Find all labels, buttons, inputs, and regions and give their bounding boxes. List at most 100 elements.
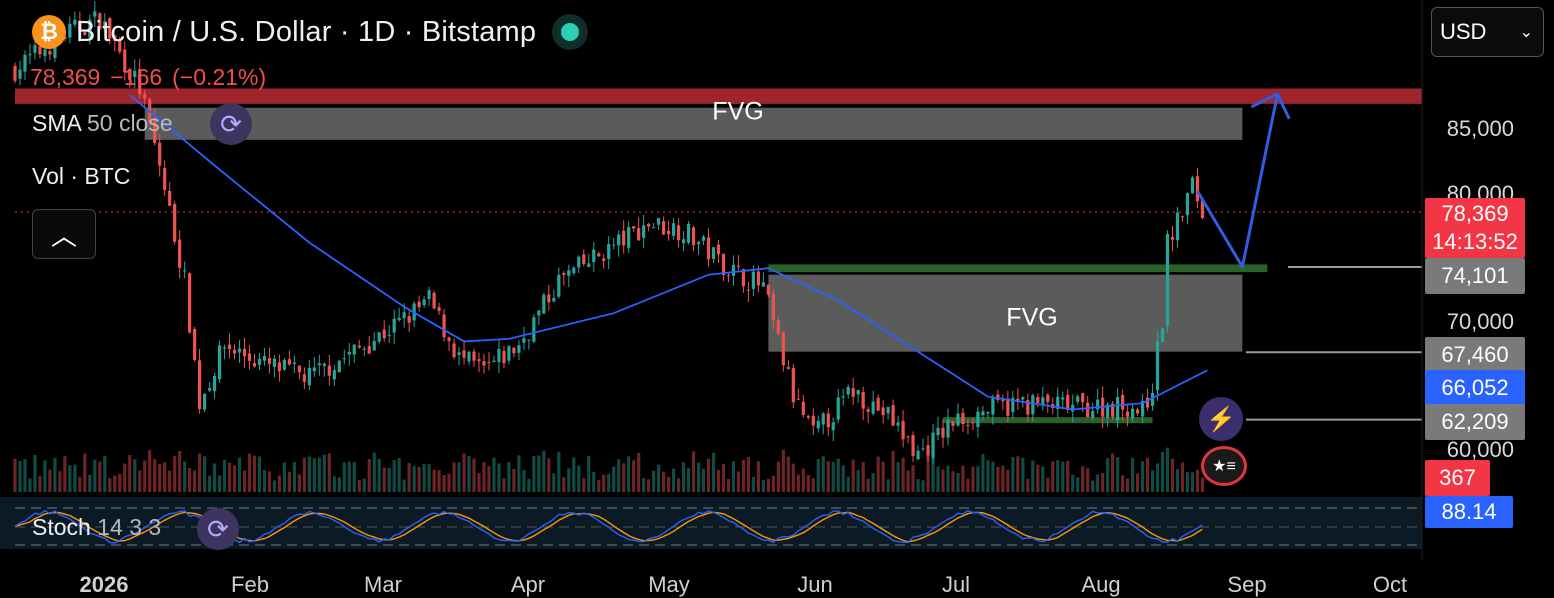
volume-bar	[771, 475, 775, 492]
candle-body	[297, 365, 301, 373]
volume-bar	[826, 461, 830, 492]
candle-body	[986, 412, 990, 414]
candle-body	[597, 253, 601, 257]
volume-bar	[467, 456, 471, 492]
volume-bar	[282, 462, 287, 492]
candle-body	[856, 389, 860, 395]
volume-bar	[652, 470, 656, 492]
candle-body	[711, 247, 716, 259]
candle-body	[657, 218, 661, 225]
candle-body	[1086, 402, 1090, 418]
candle-body	[1135, 409, 1140, 414]
volume-bar	[322, 454, 326, 492]
volume-bar	[247, 453, 252, 492]
candle-body	[871, 401, 875, 414]
candle-body	[936, 427, 940, 436]
volume-bar	[237, 457, 242, 492]
stoch-legend[interactable]: Stoch 14 3 3	[32, 514, 161, 541]
volume-bar	[1195, 469, 1200, 492]
refresh-indicator-icon[interactable]: ⟳	[210, 103, 252, 145]
candle-body	[791, 368, 795, 403]
volume-bar	[861, 462, 865, 492]
candle-body	[1071, 404, 1075, 412]
volume-bar	[746, 456, 751, 492]
volume-bar	[671, 468, 676, 492]
refresh-stoch-icon[interactable]: ⟳	[197, 508, 239, 550]
volume-bar	[158, 464, 162, 492]
candle-body	[956, 413, 960, 426]
candle-body	[98, 13, 102, 30]
volume-bar	[681, 462, 686, 492]
candle-body	[681, 239, 686, 244]
volume-bar	[662, 471, 666, 492]
candle-body	[467, 351, 471, 362]
candle-body	[163, 168, 167, 190]
candle-body	[602, 258, 606, 261]
volume-bar	[173, 456, 177, 492]
us-flag-event-icon[interactable]: ★≡	[1201, 446, 1247, 486]
volume-bar	[801, 468, 805, 492]
volume-bar	[876, 456, 880, 492]
candle-body	[836, 397, 840, 420]
candle-body	[567, 270, 571, 276]
flash-event-icon[interactable]: ⚡	[1199, 397, 1243, 441]
volume-bar	[1200, 477, 1205, 492]
sma-legend[interactable]: SMA 50 close	[32, 110, 173, 137]
volume-bar	[1116, 457, 1120, 492]
candle-body	[562, 273, 566, 276]
volume-bar	[227, 462, 232, 492]
candle-body	[736, 265, 741, 267]
volume-legend[interactable]: Vol · BTC	[32, 163, 130, 190]
candle-body	[607, 243, 611, 260]
candle-body	[28, 54, 32, 56]
volume-bar	[1046, 477, 1050, 492]
symbol-title[interactable]: Bitcoin / U.S. Dollar · 1D · Bitstamp	[76, 15, 537, 48]
volume-bar	[756, 461, 760, 492]
candle-body	[582, 254, 586, 265]
volume-bar	[726, 478, 731, 492]
sma-params: 50 close	[86, 110, 173, 136]
volume-bar	[163, 462, 167, 492]
volume-bar	[452, 462, 456, 492]
candle-body	[781, 332, 785, 366]
candle-body	[307, 368, 311, 386]
candle-body	[801, 401, 805, 416]
candle-body	[352, 344, 356, 355]
volume-bar	[128, 454, 132, 492]
candle-body	[542, 294, 546, 314]
candle-body	[841, 396, 845, 398]
volume-bar	[33, 454, 37, 492]
volume-bar	[402, 479, 406, 492]
volume-bar	[612, 466, 616, 492]
volume-bar	[761, 480, 765, 492]
volume-bar	[502, 478, 506, 492]
time-tick: Apr	[510, 572, 546, 597]
candle-body	[766, 284, 770, 295]
candle-body	[1130, 408, 1135, 419]
candle-body	[911, 435, 915, 456]
ohlc-readout: 78,369 −166 (−0.21%)	[30, 64, 276, 91]
volume-bar	[866, 478, 870, 492]
candle-body	[1106, 404, 1110, 418]
candle-body	[1056, 396, 1060, 409]
volume-bar	[332, 476, 336, 492]
candle-body	[577, 256, 581, 268]
collapse-legend-button[interactable]: ︿	[32, 209, 96, 259]
candle-body	[666, 230, 671, 235]
candle-body	[1001, 398, 1005, 402]
time-tick: Mar	[364, 572, 402, 597]
currency-select[interactable]: USD ⌄	[1431, 7, 1544, 57]
volume-bar	[572, 457, 576, 492]
volume-bar	[602, 474, 606, 492]
candle-body	[377, 332, 381, 342]
volume-bar	[212, 463, 217, 492]
volume-bar	[133, 459, 137, 492]
symbol-header[interactable]: ₿ Bitcoin / U.S. Dollar · 1D · Bitstamp	[32, 14, 589, 50]
volume-bar	[267, 471, 272, 492]
candle-body	[277, 362, 282, 372]
candle-body	[302, 374, 306, 382]
candle-body	[33, 45, 37, 53]
volume-bar	[921, 480, 925, 492]
candle-body	[846, 387, 850, 395]
